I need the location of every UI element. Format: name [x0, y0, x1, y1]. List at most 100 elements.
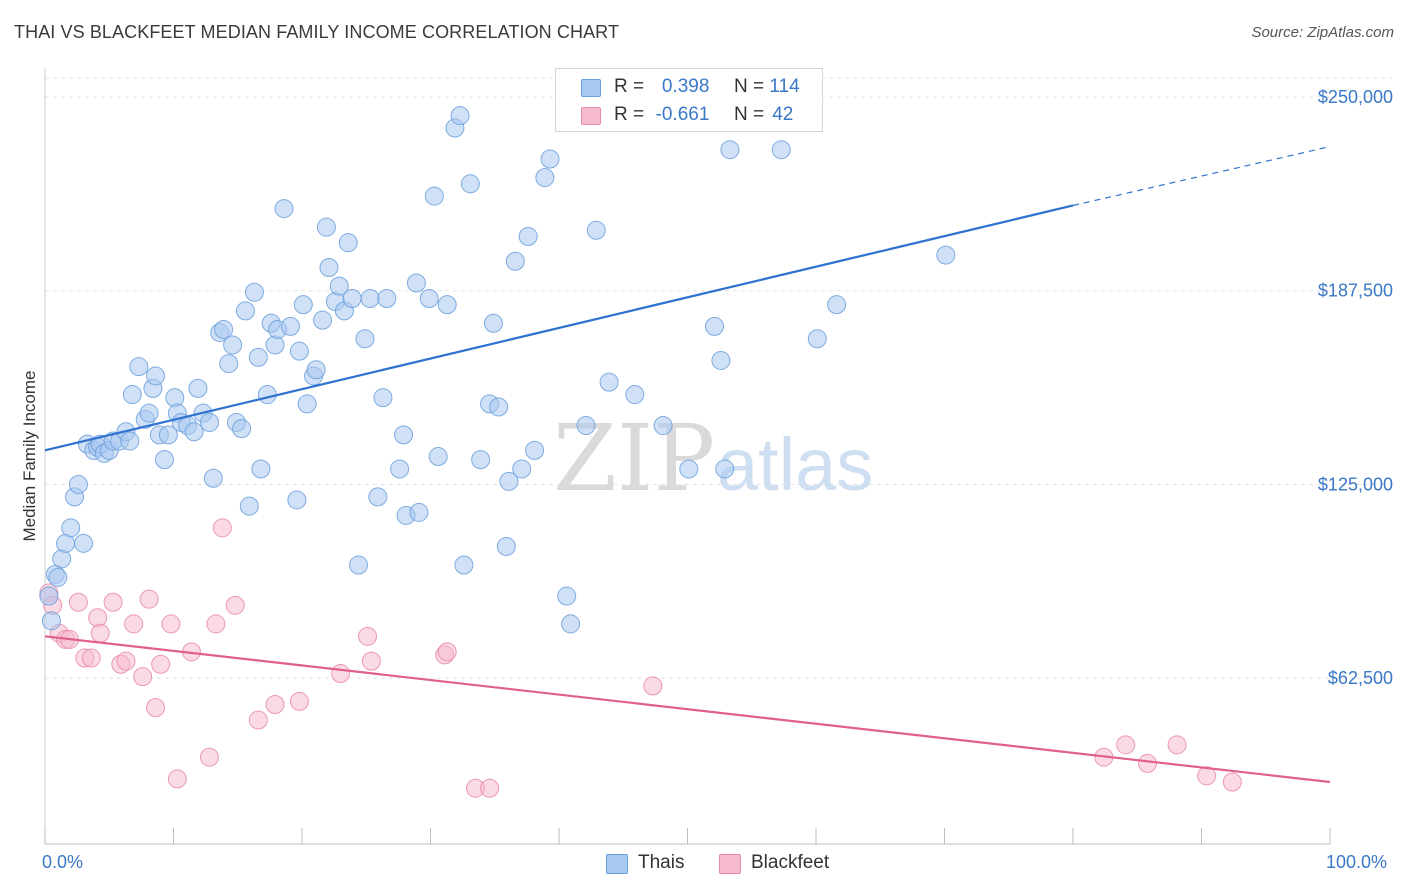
- blackfeet-n-label: N =: [733, 104, 765, 125]
- thais-point: [540, 149, 560, 169]
- thais-point: [437, 295, 457, 315]
- blackfeet-point: [248, 710, 268, 730]
- thais-legend-swatch: [606, 854, 628, 874]
- thais-point: [424, 186, 444, 206]
- thais-point: [704, 316, 724, 336]
- blackfeet-r-label: R =: [614, 104, 645, 125]
- thais-point: [625, 385, 645, 405]
- thais-point: [251, 459, 271, 479]
- thais-point: [280, 316, 300, 336]
- blackfeet-point: [212, 518, 232, 538]
- thais-n-label: N =: [733, 76, 765, 97]
- blackfeet-point: [139, 589, 159, 609]
- thais-point: [525, 440, 545, 460]
- blackfeet-point: [146, 698, 166, 718]
- thais-point: [483, 313, 503, 333]
- blackfeet-point: [90, 623, 110, 643]
- thais-point: [505, 251, 525, 271]
- thais-point: [471, 450, 491, 470]
- thais-point: [244, 282, 264, 302]
- thais-point: [68, 474, 88, 494]
- blackfeet-point: [643, 676, 663, 696]
- blackfeet-point: [437, 642, 457, 662]
- thais-point: [257, 385, 277, 405]
- blackfeet-point: [206, 614, 226, 634]
- blackfeet-legend-swatch: [719, 854, 741, 874]
- trend-lines: [44, 146, 1331, 784]
- thais-point: [129, 357, 149, 377]
- blackfeet-point: [225, 595, 245, 615]
- thais-point: [319, 257, 339, 277]
- thais-points: [39, 106, 956, 634]
- thais-point: [239, 496, 259, 516]
- thais-point: [419, 288, 439, 308]
- blackfeet-legend-label: Blackfeet: [751, 852, 830, 873]
- thais-point: [394, 425, 414, 445]
- thais-point: [406, 273, 426, 293]
- blackfeet-swatch: [581, 107, 601, 125]
- thais-point: [342, 288, 362, 308]
- thais-point: [557, 586, 577, 606]
- blackfeet-point: [1167, 735, 1187, 755]
- thais-point: [289, 341, 309, 361]
- x-tick-label-max: 100.0%: [1326, 852, 1388, 872]
- blackfeet-point: [81, 648, 101, 668]
- thais-point: [711, 350, 731, 370]
- thais-r-label: R =: [614, 76, 645, 97]
- thais-point: [313, 310, 333, 330]
- thais-point: [936, 245, 956, 265]
- y-tick-label: $62,500: [1328, 668, 1393, 688]
- thais-point: [232, 419, 252, 439]
- thais-point: [368, 487, 388, 507]
- blackfeet-point: [1197, 766, 1217, 786]
- thais-point: [120, 431, 140, 451]
- chart-title: THAI VS BLACKFEET MEDIAN FAMILY INCOME C…: [14, 22, 620, 42]
- thais-point: [52, 549, 72, 569]
- y-tick-label: $125,000: [1318, 474, 1393, 494]
- thais-point: [219, 354, 239, 374]
- thais-point: [188, 378, 208, 398]
- correlation-legend: R = 0.398 N = 114 R = -0.661 N = 42: [555, 68, 823, 132]
- blackfeet-point: [1116, 735, 1136, 755]
- blackfeet-point: [103, 592, 123, 612]
- y-tick-label: $250,000: [1318, 87, 1393, 107]
- blackfeet-point: [289, 691, 309, 711]
- blackfeet-trend-line: [44, 635, 1331, 784]
- thais-point: [248, 347, 268, 367]
- thais-trend-extension: [1072, 146, 1331, 207]
- thais-point: [349, 555, 369, 575]
- thais-point: [827, 295, 847, 315]
- thais-point: [499, 471, 519, 491]
- thais-point: [409, 502, 429, 522]
- thais-point: [653, 416, 673, 436]
- blackfeet-point: [88, 608, 108, 628]
- thais-point: [74, 533, 94, 553]
- thais-point: [61, 518, 81, 538]
- thais-point: [807, 329, 827, 349]
- thais-point: [460, 174, 480, 194]
- blackfeet-n-value: 42: [772, 104, 794, 125]
- blackfeet-point: [358, 626, 378, 646]
- thais-point: [316, 217, 336, 237]
- thais-point: [41, 611, 61, 631]
- blackfeet-point: [124, 614, 144, 634]
- gridlines: [45, 77, 1392, 679]
- blackfeet-point: [151, 654, 171, 674]
- thais-point: [715, 459, 735, 479]
- thais-point: [223, 335, 243, 355]
- thais-point: [146, 366, 166, 386]
- thais-point: [39, 586, 59, 606]
- thais-point: [489, 397, 509, 417]
- thais-point: [360, 288, 380, 308]
- thais-trend-line: [44, 204, 1074, 452]
- blackfeet-points: [39, 518, 1242, 798]
- thais-point: [48, 567, 68, 587]
- thais-point: [265, 335, 285, 355]
- thais-point: [679, 459, 699, 479]
- blackfeet-point: [161, 614, 181, 634]
- thais-point: [297, 394, 317, 414]
- thais-point: [287, 490, 307, 510]
- thais-n-value: 114: [769, 76, 800, 97]
- thais-point: [184, 422, 204, 442]
